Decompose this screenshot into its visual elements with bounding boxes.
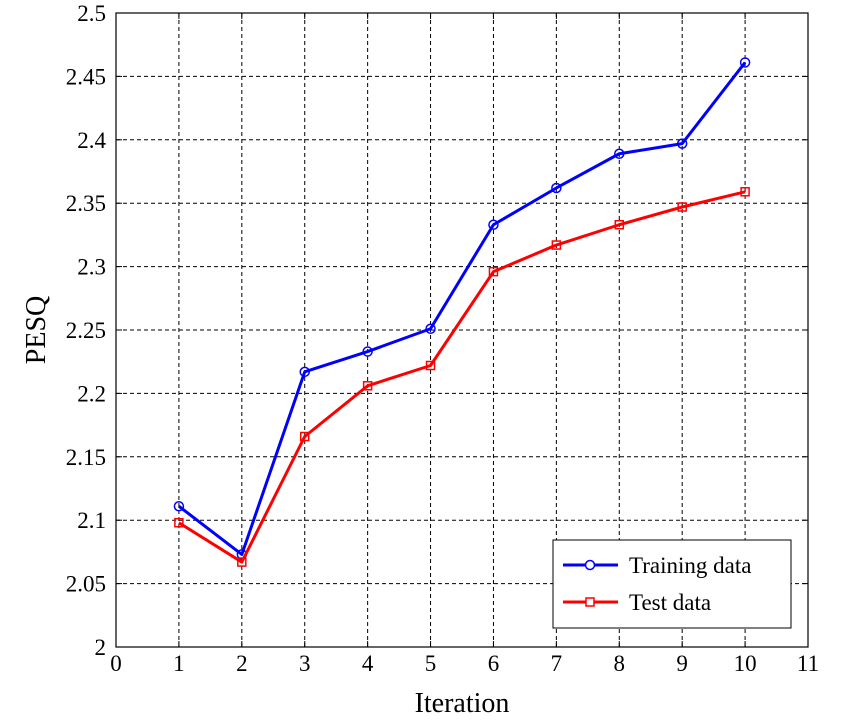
legend: Training data Test data <box>552 539 792 629</box>
data-point-circle <box>676 138 688 149</box>
series-line-0 <box>177 61 747 556</box>
data-point-circle <box>488 219 499 231</box>
data-point-square <box>237 557 247 567</box>
data-point-square <box>174 517 184 528</box>
y-tick-label: 2.15 <box>66 445 106 470</box>
x-tick-label: 7 <box>551 651 563 676</box>
data-point-square <box>299 431 310 442</box>
y-tick-label: 2.1 <box>77 508 106 533</box>
legend-label-0: Training data <box>629 553 751 578</box>
data-point-square <box>614 220 625 230</box>
y-tick-label: 2.05 <box>66 572 106 597</box>
data-point-square <box>362 381 373 391</box>
axes: 0 1 2 3 4 5 6 7 8 9 10 11 2 2.05 2.1 2.15 2.2 2.25 2.3 2.35… <box>66 1 819 676</box>
y-tick-label: 2.25 <box>66 318 106 343</box>
y-axis-label: PESQ <box>21 296 52 364</box>
x-tick-label: 10 <box>734 651 757 676</box>
legend-marker-circle <box>584 559 596 571</box>
data-point-circle <box>173 501 185 512</box>
data-point-circle <box>425 323 436 334</box>
data-point-square <box>551 240 562 250</box>
y-tick-label: 2.35 <box>66 191 106 216</box>
data-point-circle <box>362 346 373 357</box>
y-tick-label: 2 <box>95 635 107 660</box>
data-point-square <box>677 202 687 212</box>
x-tick-label: 1 <box>173 651 185 676</box>
x-tick-label: 0 <box>110 651 122 676</box>
y-tick-label: 2.45 <box>66 64 106 89</box>
legend-label-1: Test data <box>629 590 711 615</box>
data-point-square <box>488 266 499 277</box>
x-tick-label: 2 <box>236 651 248 676</box>
y-tick-label: 2.3 <box>77 255 106 280</box>
y-tick-label: 2.2 <box>77 381 106 406</box>
data-point-square <box>740 187 750 197</box>
x-tick-label: 11 <box>797 651 819 676</box>
data-point-circle <box>739 57 751 68</box>
legend-marker-square <box>585 597 595 607</box>
y-tick-label: 2.5 <box>77 1 106 26</box>
x-tick-label: 6 <box>488 651 500 676</box>
data-point-circle <box>299 366 310 378</box>
x-tick-label: 4 <box>362 651 374 676</box>
legend-box <box>552 539 792 629</box>
x-tick-label: 5 <box>425 651 437 676</box>
series-layer <box>173 57 751 567</box>
x-tick-label: 3 <box>299 651 311 676</box>
series-line-1 <box>178 190 746 564</box>
data-point-circle <box>551 182 562 194</box>
x-tick-label: 9 <box>676 651 688 676</box>
x-tick-label: 8 <box>614 651 626 676</box>
data-point-circle <box>614 148 625 159</box>
x-axis-label: Iteration <box>415 688 510 719</box>
data-point-square <box>425 360 436 371</box>
y-tick-label: 2.4 <box>77 128 106 153</box>
